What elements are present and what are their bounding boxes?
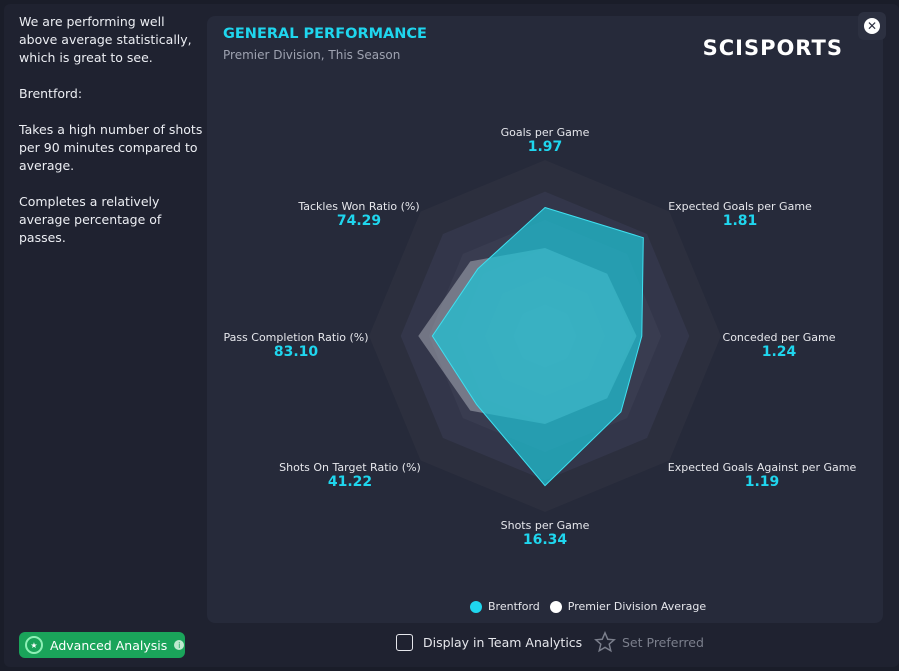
axis-name: Expected Goals per Game [668, 200, 812, 213]
display-in-team-analytics-checkbox[interactable]: Display in Team Analytics [396, 634, 582, 651]
series-brentford-area [431, 206, 644, 487]
axis-value: 1.19 [744, 474, 780, 490]
axis-name: Conceded per Game [722, 331, 836, 344]
info-icon[interactable]: i [174, 640, 185, 650]
axis-name: Shots per Game [500, 519, 590, 532]
axis-name: Tackles Won Ratio (%) [298, 200, 420, 213]
set-preferred-label: Set Preferred [622, 634, 704, 650]
panel-subtitle: Premier Division, This Season [223, 48, 401, 62]
axis-value: 41.22 [327, 474, 373, 490]
advanced-analysis-button[interactable]: ★ Advanced Analysis i [19, 632, 185, 658]
axis-label: Tackles Won Ratio (%) 74.29 [298, 200, 419, 229]
summary-text: Takes a high number of shots per 90 minu… [19, 122, 203, 173]
axis-label: Shots per Game 16.34 [501, 519, 590, 548]
close-icon: ✕ [864, 18, 880, 34]
legend-label: Brentford [488, 600, 540, 613]
analysis-summary: We are performing well above average sta… [19, 13, 204, 265]
summary-text: Brentford: [19, 86, 83, 101]
axis-label: Shots On Target Ratio (%) 41.22 [279, 461, 421, 490]
legend-dot-average [549, 600, 562, 613]
axis-name: Pass Completion Ratio (%) [223, 331, 369, 344]
axis-name: Expected Goals Against per Game [667, 461, 857, 474]
summary-text: We are performing well above average sta… [19, 14, 192, 65]
axis-label: Expected Goals Against per Game 1.19 [668, 461, 856, 490]
axis-name: Goals per Game [500, 126, 590, 139]
set-preferred-button[interactable]: Set Preferred [594, 631, 704, 653]
axis-label: Expected Goals per Game 1.81 [668, 200, 812, 229]
axis-value: 1.24 [761, 344, 797, 360]
checkbox-icon [396, 634, 413, 651]
axis-value: 1.97 [527, 139, 563, 155]
axis-label: Goals per Game 1.97 [501, 126, 590, 155]
axis-value: 16.34 [522, 532, 568, 548]
legend-dot-brentford [470, 600, 482, 613]
panel-title: GENERAL PERFORMANCE [223, 26, 427, 42]
axis-label: Conceded per Game 1.24 [723, 331, 836, 360]
star-badge-icon: ★ [25, 636, 43, 654]
axis-value: 74.29 [336, 213, 382, 229]
advanced-analysis-label: Advanced Analysis [50, 637, 168, 653]
summary-text: Completes a relatively average percentag… [19, 194, 162, 245]
axis-value: 1.81 [722, 213, 758, 229]
checkbox-label: Display in Team Analytics [423, 635, 583, 650]
axis-name: Shots On Target Ratio (%) [279, 461, 421, 474]
axis-label: Pass Completion Ratio (%) 83.10 [223, 331, 368, 360]
close-button[interactable]: ✕ [858, 12, 886, 40]
star-icon [594, 631, 616, 653]
chart-legend: Brentford Premier Division Average [470, 600, 706, 613]
axis-value: 83.10 [273, 344, 319, 360]
legend-label: Premier Division Average [567, 600, 707, 613]
scisports-logo: SCISPORTS [702, 36, 843, 60]
